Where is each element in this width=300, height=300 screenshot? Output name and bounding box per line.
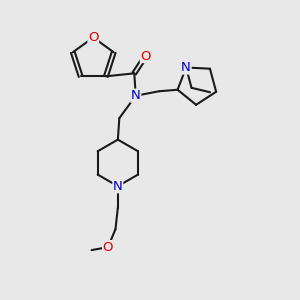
Text: N: N	[131, 89, 141, 102]
Text: O: O	[103, 241, 113, 254]
Text: O: O	[140, 50, 151, 62]
Text: N: N	[113, 180, 123, 193]
Text: O: O	[88, 31, 98, 44]
Text: N: N	[181, 61, 191, 74]
